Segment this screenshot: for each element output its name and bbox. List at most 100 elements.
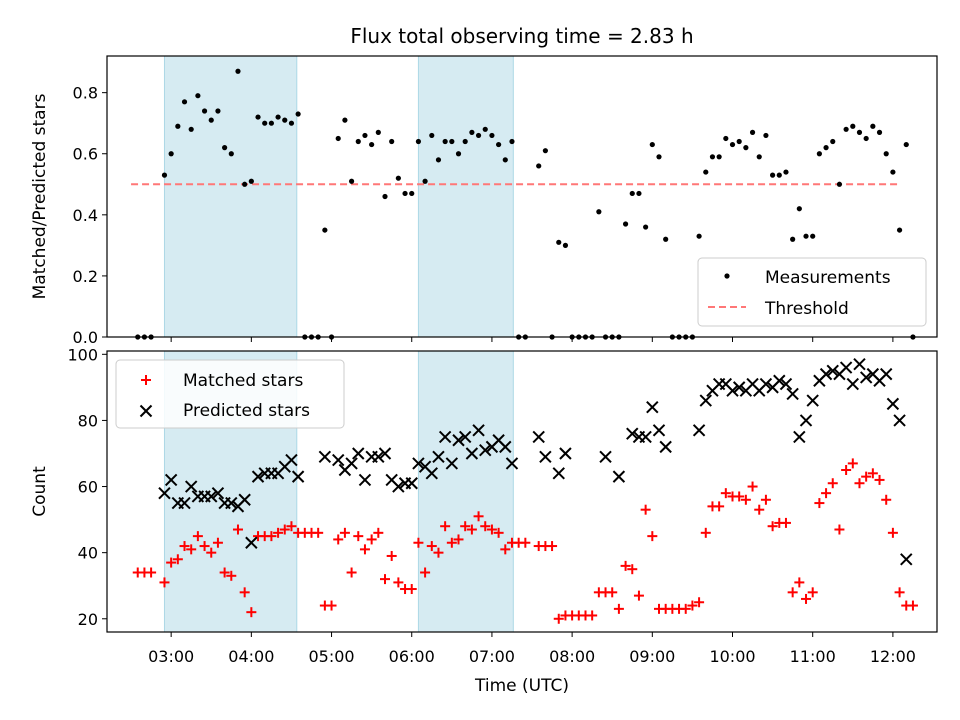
- chart-title: Flux total observing time = 2.83 h: [350, 24, 693, 48]
- measurement-point-mark: [743, 145, 749, 151]
- measurement-point: [856, 129, 863, 135]
- matched-star-point: [466, 524, 477, 535]
- predicted-star-point: [211, 486, 225, 500]
- predicted-star-point-b: [719, 377, 733, 391]
- matched-star-point: [446, 537, 457, 548]
- measurement-point: [362, 132, 368, 139]
- legend-top: Measurements Threshold: [697, 257, 927, 327]
- measurement-point-mark: [703, 169, 709, 175]
- predicted-star-point-b: [332, 453, 345, 467]
- measurement-point: [462, 138, 468, 145]
- measurement-point: [402, 190, 408, 197]
- measurement-point: [335, 135, 341, 142]
- predicted-star-point-b: [786, 387, 799, 401]
- matched-star-point: [787, 587, 798, 598]
- matched-star-point: [500, 544, 511, 555]
- measurement-point-mark: [415, 138, 422, 145]
- predicted-star-point-b: [184, 480, 198, 493]
- matched-star-point: [279, 524, 290, 535]
- predicted-star-point-b: [659, 440, 672, 454]
- predicted-star-point: [345, 457, 358, 470]
- measurement-point: [776, 172, 782, 178]
- measurement-point-mark: [502, 157, 508, 163]
- predicted-star-point-b: [465, 447, 479, 460]
- measurement-point: [763, 132, 769, 139]
- matched-star-point: [359, 544, 370, 555]
- measurement-point-mark: [790, 236, 796, 242]
- measurement-point: [322, 227, 328, 233]
- shaded-interval: [417, 55, 514, 338]
- matched-star-point: [440, 521, 451, 532]
- predicted-star-point: [452, 434, 465, 447]
- measurement-point-mark: [622, 221, 629, 227]
- predicted-star-point-b: [251, 470, 265, 483]
- measurement-point-mark: [629, 190, 635, 197]
- predicted-star-point: [505, 457, 519, 470]
- measurement-point-mark: [369, 141, 375, 148]
- measurement-point: [876, 129, 883, 135]
- shaded-interval: [163, 55, 298, 338]
- measurement-point: [863, 135, 869, 142]
- predicted-star-point-b: [345, 457, 358, 470]
- measurement-point: [850, 123, 856, 129]
- predicted-star-point: [886, 397, 900, 411]
- measurement-point-mark: [836, 181, 843, 187]
- predicted-star-point-b: [880, 367, 893, 381]
- measurement-point: [890, 169, 896, 175]
- legend-predicted-marker-b: [139, 404, 153, 418]
- matched-star-point: [353, 531, 364, 542]
- measurement-point-mark: [663, 236, 669, 242]
- measurement-point: [663, 236, 669, 242]
- measurement-point: [228, 151, 234, 157]
- measurement-point: [823, 145, 829, 151]
- matched-star-point: [146, 567, 157, 578]
- legend-measurement-marker-mark: [724, 273, 730, 279]
- measurement-point-mark: [442, 138, 448, 145]
- matched-star-point: [780, 517, 791, 528]
- measurement-point: [188, 126, 194, 132]
- predicted-star-point-b: [452, 434, 465, 447]
- predicted-star-point: [291, 470, 305, 483]
- legend-label: Predicted stars: [183, 401, 310, 421]
- matched-star-point: [166, 557, 177, 568]
- predicted-star-point-b: [732, 381, 746, 394]
- predicted-star-point: [859, 371, 873, 384]
- y-axis-label: Count: [30, 466, 50, 517]
- matched-star-point: [834, 524, 845, 535]
- measurement-point-mark: [729, 141, 736, 148]
- predicted-star-point: [846, 377, 860, 391]
- measurement-point-mark: [803, 233, 809, 239]
- matched-star-point: [373, 527, 384, 538]
- y-tick-label: 0.4: [73, 206, 98, 225]
- predicted-star-point-b: [291, 470, 305, 483]
- x-tick-label: 08:00: [549, 647, 595, 666]
- measurement-point: [242, 181, 248, 187]
- matched-star-point: [346, 567, 357, 578]
- predicted-star-point-b: [646, 400, 659, 414]
- measurement-point: [729, 141, 736, 148]
- predicted-star-point: [726, 384, 739, 397]
- matched-star-point: [894, 587, 905, 598]
- matched-star-point: [313, 527, 324, 538]
- legend-frame: [697, 257, 927, 327]
- measurement-point-mark: [830, 138, 836, 145]
- predicted-star-point-b: [839, 361, 853, 374]
- matched-star-point: [333, 534, 344, 545]
- measurement-point: [208, 117, 214, 123]
- predicted-star-point: [826, 364, 839, 378]
- matched-star-point: [714, 501, 725, 512]
- predicted-star-point-b: [205, 490, 218, 503]
- predicted-star-point-b: [639, 430, 652, 444]
- matched-star-point: [907, 600, 918, 611]
- measurement-point-mark: [429, 132, 435, 139]
- predicted-star-point: [559, 447, 572, 460]
- y-tick-label: 60: [78, 478, 98, 497]
- measurement-point: [161, 172, 168, 178]
- predicted-star-point: [819, 367, 833, 381]
- predicted-star-point: [465, 447, 479, 460]
- measurement-point: [201, 108, 208, 114]
- predicted-star-point-b: [158, 486, 171, 500]
- predicted-star-point: [786, 387, 799, 401]
- measurement-point: [803, 233, 809, 239]
- predicted-star-point: [412, 457, 425, 470]
